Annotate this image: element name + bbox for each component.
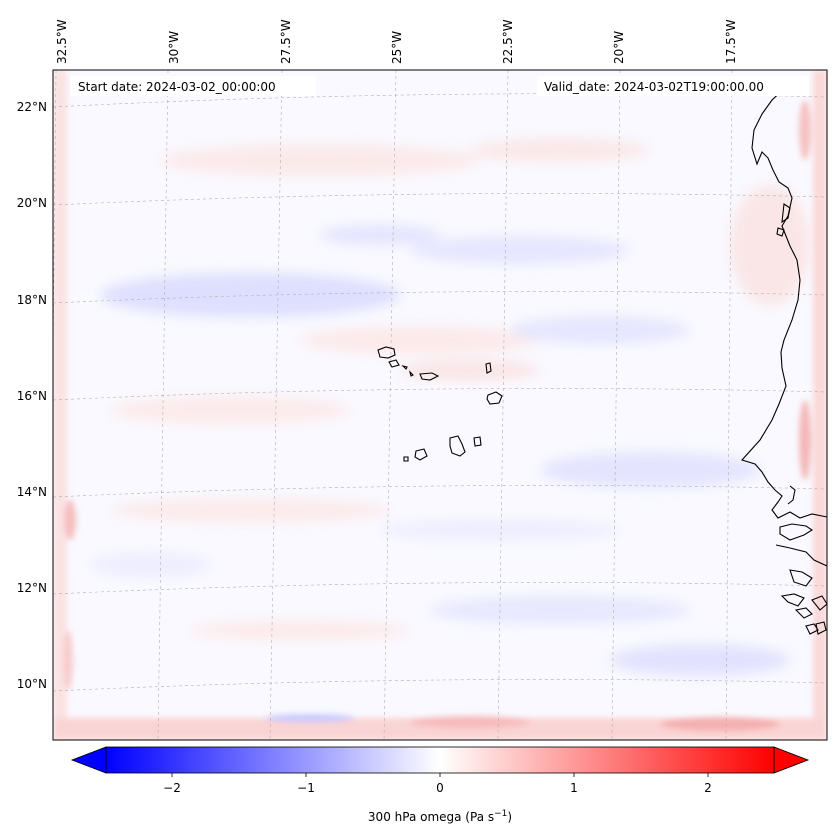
- lat-label-7: 10°N: [17, 677, 47, 691]
- omega-field: [53, 70, 827, 740]
- lon-label-6: 20°W: [612, 31, 626, 64]
- valid-date-box: Valid_date: 2024-03-02T19:00:00.00: [537, 76, 809, 96]
- longitude-labels: 32.5°W 30°W 27.5°W 25°W 22.5°W 20°W 17.5…: [55, 19, 738, 64]
- latitude-labels: 22°N 20°N 18°N 16°N 14°N 12°N 10°N: [17, 100, 47, 691]
- africa-coastline: [741, 87, 827, 635]
- colorbar-label-end: ): [507, 810, 512, 824]
- colorbar-tick-2: −1: [297, 781, 315, 795]
- colorbar-label-main: 300 hPa omega (Pa s: [368, 810, 494, 824]
- map-panel: [53, 70, 827, 740]
- lat-label-2: 20°N: [17, 196, 47, 210]
- colorbar-max-arrow: [773, 746, 810, 774]
- colorbar-tick-1: −2: [163, 781, 181, 795]
- lat-label-4: 16°N: [17, 389, 47, 403]
- colorbar: −2 −1 0 1 2 300 hPa omega (Pa s−1): [70, 746, 810, 824]
- colorbar-gradient: [105, 746, 775, 774]
- lat-label-3: 18°N: [17, 293, 47, 307]
- lat-label-5: 14°N: [17, 485, 47, 499]
- lon-label-5: 22.5°W: [501, 19, 515, 64]
- lat-label-1: 22°N: [17, 100, 47, 114]
- lon-label-3: 27.5°W: [279, 19, 293, 64]
- start-date-box: Start date: 2024-03-02_00:00:00: [70, 76, 316, 96]
- coastline: [377, 346, 503, 462]
- colorbar-tick-5: 2: [704, 781, 712, 795]
- colorbar-tick-3: 0: [436, 781, 444, 795]
- lon-label-4: 25°W: [390, 31, 404, 64]
- colorbar-label: 300 hPa omega (Pa s−1): [368, 809, 512, 824]
- colorbar-tick-4: 1: [570, 781, 578, 795]
- lon-label-7: 17.5°W: [724, 19, 738, 64]
- start-date-label: Start date: 2024-03-02_00:00:00: [78, 80, 276, 94]
- map-frame: [52, 69, 828, 741]
- lat-label-6: 12°N: [17, 581, 47, 595]
- colorbar-min-arrow: [70, 746, 107, 774]
- lon-label-1: 32.5°W: [55, 19, 69, 64]
- graticule: [53, 70, 827, 740]
- lon-label-2: 30°W: [167, 31, 181, 64]
- colorbar-label-exponent: −1: [494, 809, 507, 819]
- valid-date-label: Valid_date: 2024-03-02T19:00:00.00: [544, 80, 764, 94]
